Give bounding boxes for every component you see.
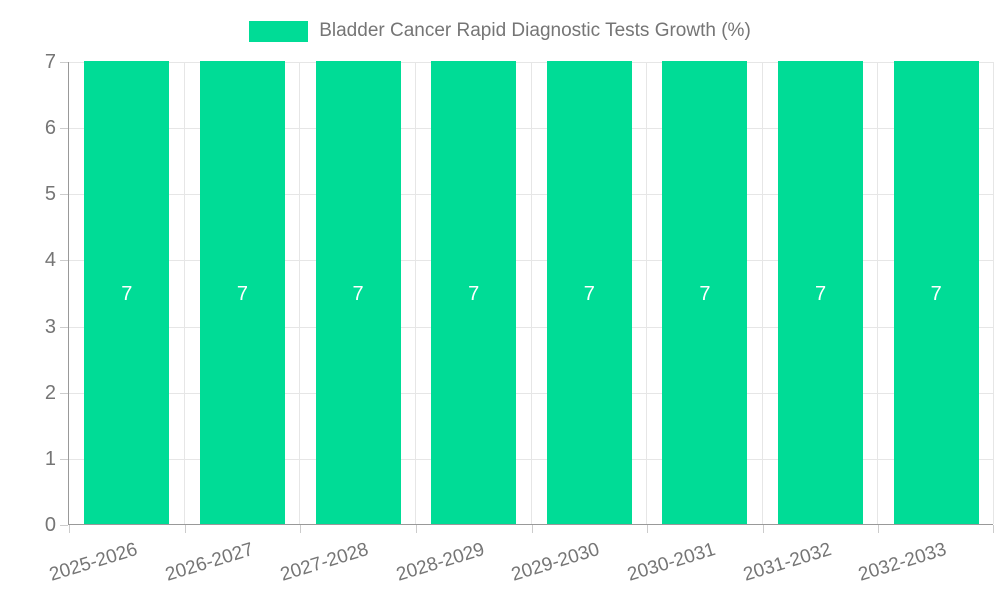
y-axis-tick	[60, 260, 68, 262]
x-axis-tick	[531, 525, 533, 533]
x-axis-tick-label: 2027-2028	[278, 539, 372, 586]
y-axis-tick	[60, 525, 68, 526]
legend-label: Bladder Cancer Rapid Diagnostic Tests Gr…	[319, 20, 751, 41]
y-axis-tick-label: 2	[44, 381, 56, 404]
gridline-vertical	[299, 62, 301, 524]
y-axis-tick	[60, 458, 68, 460]
x-axis-tick-label: 2032-2033	[856, 539, 950, 586]
x-axis-tick	[878, 525, 880, 533]
y-axis-tick-label: 3	[44, 315, 56, 338]
gridline-vertical	[414, 62, 416, 524]
bar[interactable]	[315, 61, 401, 524]
y-axis-tick-label: 5	[44, 183, 56, 206]
gridline-vertical	[877, 62, 879, 524]
bar[interactable]	[199, 61, 285, 524]
x-axis-tick	[300, 525, 302, 533]
y-axis-tick-label: 7	[44, 51, 56, 73]
bar[interactable]	[778, 61, 864, 524]
x-axis-tick-label: 2025-2026	[46, 539, 140, 586]
x-axis-tick-label: 2026-2027	[162, 539, 256, 586]
x-axis-tick-label: 2029-2030	[509, 539, 603, 586]
y-axis-tick-label: 0	[44, 514, 56, 536]
x-axis-tick-label: 2030-2031	[625, 539, 719, 586]
legend-item[interactable]: Bladder Cancer Rapid Diagnostic Tests Gr…	[0, 20, 1000, 42]
x-axis-tick-label: 2028-2029	[393, 539, 487, 586]
legend-swatch	[249, 20, 309, 42]
y-axis-tick	[60, 392, 68, 394]
bar[interactable]	[431, 61, 517, 524]
gridline-vertical	[993, 62, 994, 524]
bar[interactable]	[662, 61, 748, 524]
y-axis-tick-label: 6	[44, 117, 56, 140]
x-axis-tick-label: 2031-2032	[740, 539, 834, 586]
y-axis-tick	[60, 62, 68, 63]
bar[interactable]	[84, 61, 170, 524]
plot-area: 7 7 7 7 7 7 7 7 2025-2026 2026-2027 2027-2028 2028-…	[47, 61, 994, 586]
x-axis-tick	[184, 525, 186, 533]
bar[interactable]	[546, 61, 632, 524]
x-axis-tick	[415, 525, 417, 533]
y-axis-tick-label: 4	[44, 249, 56, 272]
gridline-vertical	[761, 62, 763, 524]
x-axis-tick	[762, 525, 764, 533]
x-axis-tick	[647, 525, 649, 533]
x-axis-tick	[993, 525, 994, 533]
y-axis-tick-label: 1	[44, 447, 56, 470]
gridline-vertical	[183, 62, 185, 524]
y-axis-tick	[60, 194, 68, 196]
y-axis-tick	[60, 128, 68, 130]
gridline-vertical	[646, 62, 648, 524]
bar[interactable]	[893, 61, 979, 524]
x-axis-tick	[69, 525, 70, 533]
y-axis-tick	[60, 326, 68, 328]
gridline-vertical	[530, 62, 532, 524]
